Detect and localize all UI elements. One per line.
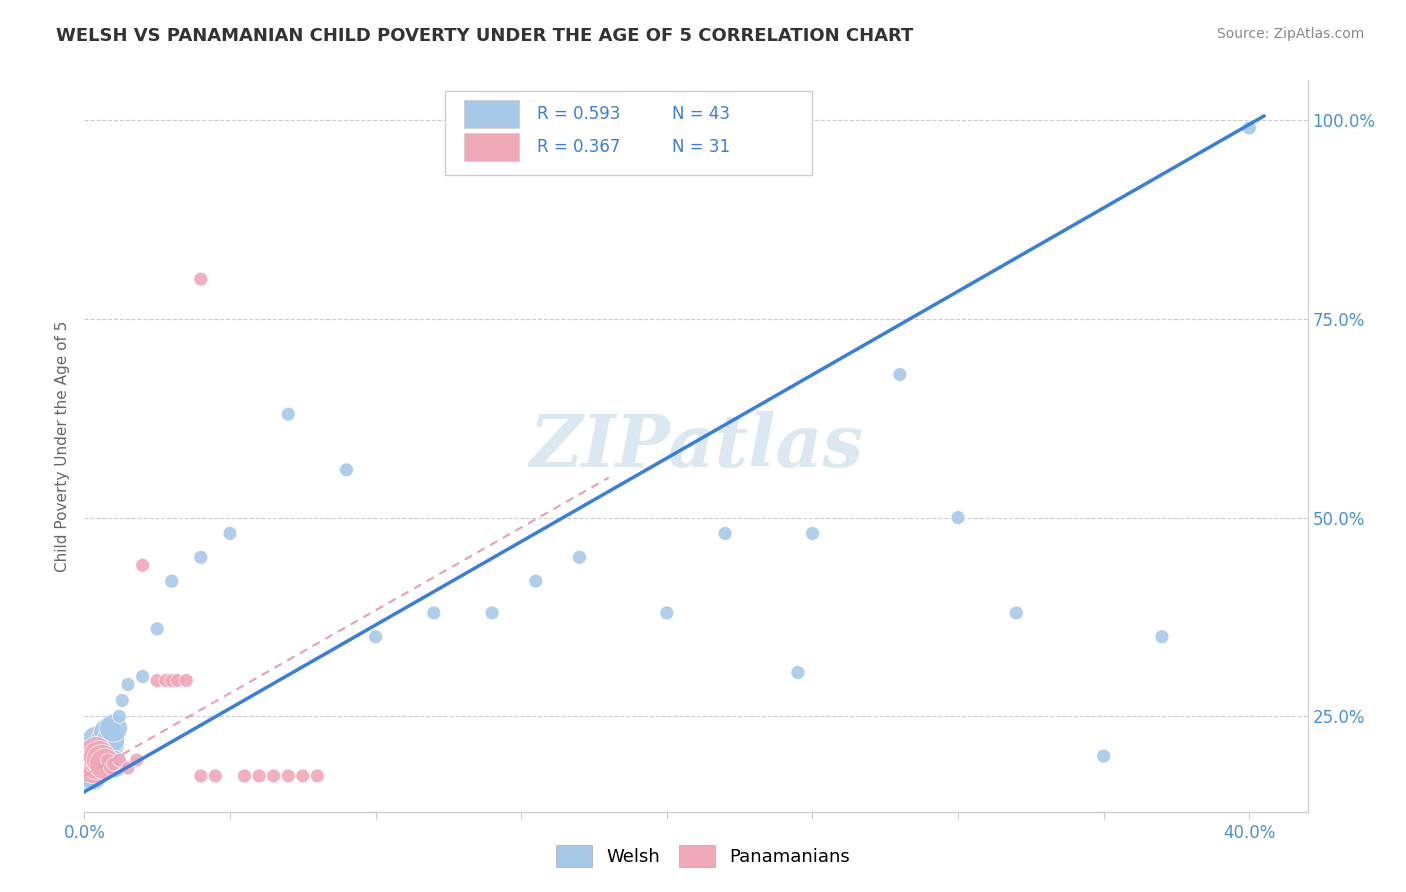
Point — [111, 693, 134, 707]
Bar — [464, 133, 519, 161]
Point — [90, 757, 112, 772]
Point — [1150, 630, 1173, 644]
Point — [190, 550, 212, 565]
Point — [204, 769, 226, 783]
Point — [103, 721, 125, 735]
Point — [82, 753, 104, 767]
Text: WELSH VS PANAMANIAN CHILD POVERTY UNDER THE AGE OF 5 CORRELATION CHART: WELSH VS PANAMANIAN CHILD POVERTY UNDER … — [56, 27, 914, 45]
Point — [131, 558, 153, 573]
Point — [423, 606, 446, 620]
Point — [82, 761, 104, 775]
Point — [787, 665, 810, 680]
Point — [93, 733, 115, 747]
Point — [103, 757, 125, 772]
Point — [131, 669, 153, 683]
Point — [84, 757, 107, 772]
Point — [84, 745, 107, 759]
Point — [97, 725, 120, 739]
Point — [335, 463, 357, 477]
Point — [307, 769, 329, 783]
Point — [1005, 606, 1028, 620]
Point — [277, 407, 299, 421]
Point — [84, 733, 107, 747]
Point — [946, 510, 969, 524]
Text: Source: ZipAtlas.com: Source: ZipAtlas.com — [1216, 27, 1364, 41]
Point — [160, 673, 183, 688]
Point — [247, 769, 270, 783]
Point — [76, 769, 98, 783]
Point — [291, 769, 314, 783]
Point — [146, 673, 169, 688]
Point — [97, 753, 120, 767]
Point — [263, 769, 285, 783]
Point — [87, 749, 110, 764]
Point — [100, 761, 122, 775]
Point — [93, 753, 115, 767]
Point — [97, 749, 120, 764]
Point — [125, 753, 148, 767]
Point — [889, 368, 911, 382]
Point — [108, 753, 131, 767]
Point — [117, 761, 139, 775]
Point — [481, 606, 503, 620]
Point — [1092, 749, 1115, 764]
Point — [277, 769, 299, 783]
Point — [87, 749, 110, 764]
Point — [1239, 120, 1261, 135]
Bar — [464, 100, 519, 128]
Point — [100, 733, 122, 747]
Point — [568, 550, 591, 565]
Point — [117, 677, 139, 691]
Point — [87, 753, 110, 767]
Point — [219, 526, 242, 541]
FancyBboxPatch shape — [446, 91, 813, 176]
Point — [90, 741, 112, 756]
Point — [155, 673, 177, 688]
Legend: Welsh, Panamanians: Welsh, Panamanians — [548, 838, 858, 874]
Point — [108, 709, 131, 723]
Text: N = 43: N = 43 — [672, 105, 730, 123]
Point — [190, 769, 212, 783]
Point — [364, 630, 387, 644]
Point — [714, 526, 737, 541]
Point — [87, 761, 110, 775]
Point — [93, 757, 115, 772]
Point — [524, 574, 547, 589]
Point — [655, 606, 678, 620]
Text: N = 31: N = 31 — [672, 138, 730, 156]
Text: R = 0.367: R = 0.367 — [537, 138, 620, 156]
Point — [79, 757, 101, 772]
Y-axis label: Child Poverty Under the Age of 5: Child Poverty Under the Age of 5 — [55, 320, 70, 572]
Point — [90, 753, 112, 767]
Point — [103, 757, 125, 772]
Point — [160, 574, 183, 589]
Point — [79, 757, 101, 772]
Point — [233, 769, 256, 783]
Point — [100, 737, 122, 751]
Point — [82, 769, 104, 783]
Text: R = 0.593: R = 0.593 — [537, 105, 620, 123]
Point — [76, 753, 98, 767]
Point — [166, 673, 188, 688]
Point — [190, 272, 212, 286]
Point — [82, 749, 104, 764]
Point — [146, 622, 169, 636]
Point — [84, 741, 107, 756]
Point — [174, 673, 197, 688]
Text: ZIPatlas: ZIPatlas — [529, 410, 863, 482]
Point — [801, 526, 824, 541]
